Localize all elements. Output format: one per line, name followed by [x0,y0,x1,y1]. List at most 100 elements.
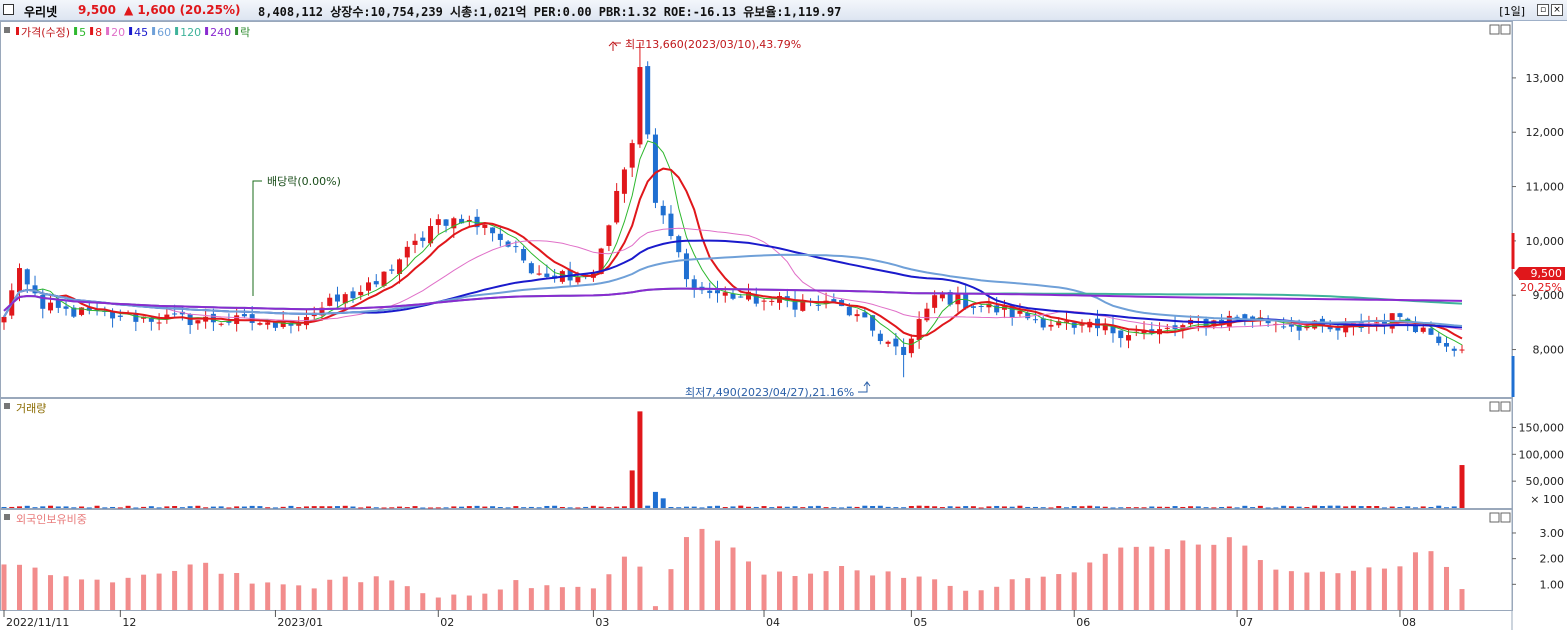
candle-body [1063,321,1069,323]
volume-bar [598,506,604,508]
panel-maximize-icon[interactable] [1489,512,1500,523]
candle-body [1102,324,1108,331]
volume-bar [575,507,581,509]
candle-body [1141,330,1147,334]
volume-bar [172,506,178,508]
foreign-ratio-bar [1118,547,1124,610]
current-price-tag-bg [1519,267,1565,280]
foreign-ratio-bar [777,571,783,610]
foreign-ratio-bar [1350,570,1356,610]
foreign-ratio-bar [513,580,519,610]
panel-maximize-icon[interactable] [1489,401,1500,412]
volume-bar [241,506,247,508]
ma-20-line [3,227,1463,330]
candle-body [226,321,232,323]
volume-panel-menu-icon[interactable] [4,403,10,409]
volume-bar [203,507,209,509]
volume-bar [1327,505,1333,508]
panel-close-icon[interactable] [1500,401,1511,412]
candle-body [350,291,356,299]
ma-240-line [3,287,1463,312]
volume-bar [428,507,434,509]
candle-body [342,294,348,304]
volume-bar [683,506,689,508]
foreign-ratio-bar [141,574,147,610]
candle-body [637,67,643,145]
candle-body [606,225,612,246]
volume-bar [311,506,317,508]
candle-body [1180,325,1186,329]
volume-bar [1087,505,1093,508]
legend-item[interactable]: 60 [157,26,171,39]
close-icon[interactable]: × [1551,4,1563,16]
foreign-ratio-bar [280,584,286,610]
volume-bar [156,507,162,509]
volume-bar [48,505,54,508]
foreign-ratio-bar [1381,568,1387,610]
volume-bar [621,506,627,508]
volume-bar [808,506,814,508]
volume-bar [1195,506,1201,508]
volume-bar [459,506,465,508]
volume-bar [590,505,596,508]
legend-swatch [235,27,239,35]
volume-bar [1040,507,1046,509]
foreign-ratio-bar [621,556,627,610]
volume-bar [234,506,240,508]
stock-chart[interactable]: 가격(수정) 5 8 20 45 60 120 240 락 거래량 외국인보유비중 8,000 9… [0,21,1567,630]
volume-bar [389,507,395,509]
candle-body [652,134,658,203]
foreign-ratio-bar [1459,589,1465,610]
volume-bar [55,506,61,508]
legend-swatch [90,27,94,35]
volume-bar [947,506,953,508]
candle-body [722,292,728,296]
volume-bar [738,505,744,508]
ma-60-line [3,253,1463,327]
candle-body [544,273,550,277]
foreign-ratio-bar [947,585,953,610]
volume-bar [272,507,278,509]
panel-close-icon[interactable] [1500,24,1511,35]
volume-bar [1257,505,1263,508]
legend-item[interactable]: 8 [95,26,102,39]
foreign-ratio-bar [1164,549,1170,610]
volume-bar [1048,507,1054,509]
maximize-icon[interactable]: ▫ [1537,4,1549,16]
legend-item[interactable]: 5 [79,26,86,39]
panel-close-icon[interactable] [1500,512,1511,523]
candle-body [854,314,860,317]
volume-bar [1381,507,1387,509]
foreign-ratio-bar [1412,552,1418,610]
foreign-ratio-bar [839,566,845,610]
legend-item[interactable]: 20 [111,26,125,39]
foreign-panel-menu-icon[interactable] [4,514,10,520]
legend-item[interactable]: 가격(수정) [21,26,70,39]
volume-bar [932,506,938,508]
stock-name[interactable]: 우리넷 [24,5,58,19]
volume-bar [528,506,534,508]
candle-body [451,218,457,229]
foreign-ratio-bar [482,593,488,610]
volume-bar [544,505,550,508]
legend-swatch [152,27,156,35]
volume-bar [497,507,503,509]
legend-item[interactable]: 240 [210,26,231,39]
price-panel-menu-icon[interactable] [4,27,10,33]
foreign-ratio-bar [435,597,441,610]
volume-bar [645,505,651,508]
low-arrow-icon [858,381,871,393]
candle-body [1234,316,1240,318]
candle-body [629,143,635,168]
volume-bar [614,506,620,508]
legend-item[interactable]: 락 [240,26,250,39]
period-selector[interactable]: [1일] [1499,5,1525,18]
candle-body [1009,304,1015,318]
legend-item[interactable]: 120 [180,26,201,39]
volume-bar [1405,506,1411,508]
select-checkbox[interactable] [3,4,14,15]
candle-body [366,282,371,291]
candle-body [55,300,61,308]
panel-maximize-icon[interactable] [1489,24,1500,35]
legend-item[interactable]: 45 [134,26,148,39]
